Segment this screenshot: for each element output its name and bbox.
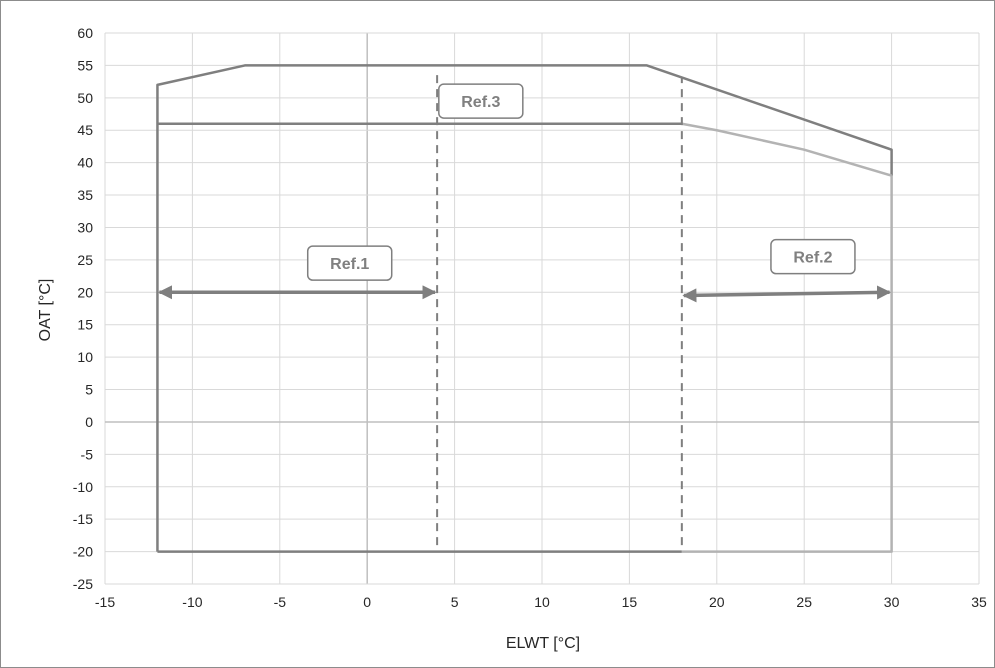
x-tick-label: -5 <box>274 594 287 610</box>
annotation-box <box>306 245 393 281</box>
series <box>156 64 893 553</box>
y-tick-label: 40 <box>77 155 93 171</box>
y-tick-label: 15 <box>77 317 93 333</box>
annotation-label: Ref.1 <box>330 256 369 273</box>
outer-envelope-line <box>156 64 893 552</box>
x-axis-title: ELWT [°C] <box>506 635 580 652</box>
y-tick-label: -10 <box>73 479 93 495</box>
x-tick-label: 5 <box>451 594 459 610</box>
y-tick-label: 55 <box>77 57 93 73</box>
x-tick-label: 0 <box>363 594 371 610</box>
grid <box>104 32 980 585</box>
y-tick-label: 20 <box>77 284 93 300</box>
y-tick-label: -25 <box>73 576 93 592</box>
y-tick-label: 60 <box>77 25 93 41</box>
y-tick-label: 5 <box>85 382 93 398</box>
x-tick-label: 25 <box>796 594 812 610</box>
annotation-box <box>438 83 524 119</box>
x-tick-label: 20 <box>709 594 725 610</box>
annotations: Ref.1 Ref.2 Ref.3 <box>306 83 856 281</box>
y-tick-label: 0 <box>85 414 93 430</box>
y-tick-label: 10 <box>77 349 93 365</box>
x-tick-label: 15 <box>622 594 638 610</box>
x-tick-label: 35 <box>971 594 987 610</box>
bottom-limit-right-line <box>681 175 893 553</box>
y-tick-label: 25 <box>77 252 93 268</box>
x-tick-label: 30 <box>884 594 900 610</box>
y-tick-label: 30 <box>77 219 93 235</box>
tick-labels: -15 -10 -5 0 5 10 15 20 25 30 35 -25 -20 -15 -10 -5 0 5 10… <box>73 25 987 610</box>
inner-limit-extension-line <box>681 122 892 177</box>
annotation-label: Ref.3 <box>461 94 500 111</box>
y-axis-title: OAT [°C] <box>37 279 54 342</box>
y-tick-label: -5 <box>81 446 94 462</box>
annotation-label: Ref.2 <box>793 250 832 267</box>
y-tick-label: 35 <box>77 187 93 203</box>
y-tick-label: -15 <box>73 511 93 527</box>
x-tick-label: 10 <box>534 594 550 610</box>
y-tick-label: 45 <box>77 122 93 138</box>
y-tick-label: -20 <box>73 544 93 560</box>
x-tick-label: -10 <box>182 594 202 610</box>
x-tick-label: -15 <box>95 594 115 610</box>
annotation-box <box>770 238 856 275</box>
y-tick-label: 50 <box>77 90 93 106</box>
range-arrow <box>682 285 891 303</box>
